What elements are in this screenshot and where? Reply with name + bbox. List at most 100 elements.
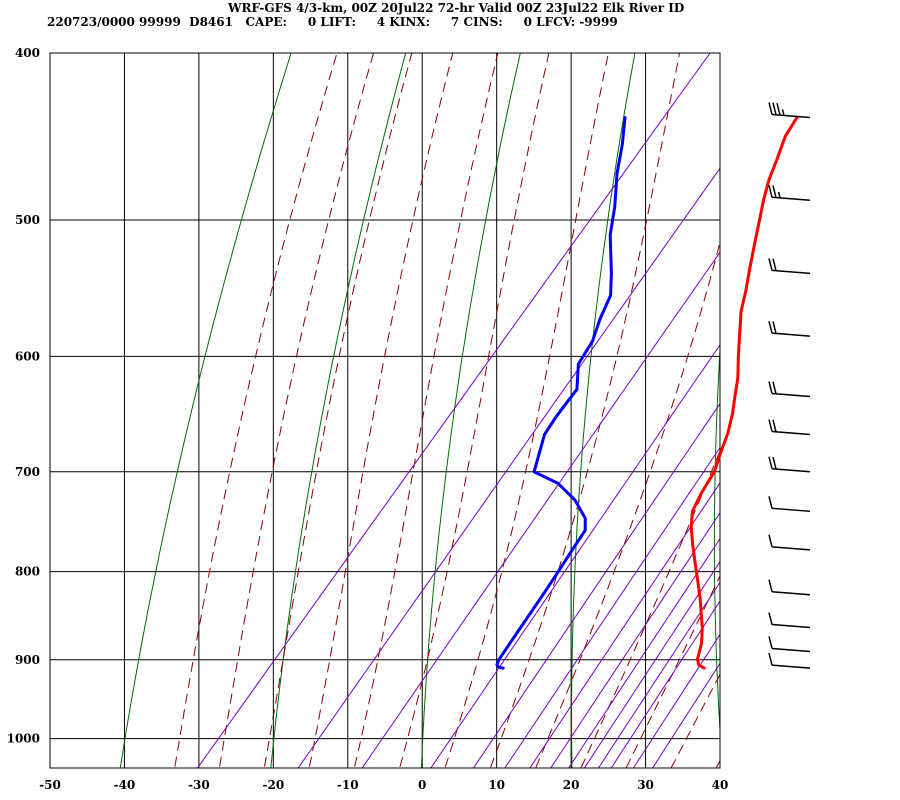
wind-barb-staff [771,468,811,473]
y-tick-label: 1000 [7,732,40,746]
wind-barb [768,456,811,473]
y-tick-label: 600 [15,349,40,363]
wind-barb-flag [768,456,773,469]
x-tick-label: -30 [188,778,210,792]
moist-adiabat-line [535,240,720,768]
sounding-title: WRF-GFS 4/3-km, 00Z 20Jul22 72-hr Valid … [228,1,685,15]
wind-barb-staff [771,507,811,513]
x-tick-label: 30 [637,778,654,792]
wind-barb [768,258,811,275]
x-tick-label: -50 [39,778,61,792]
wind-barb-flag [768,636,773,649]
mixing-ratio-line [632,633,720,768]
wind-barb-flag [776,102,781,116]
wind-barb-flag [768,258,773,271]
temperature-profile-line [689,116,799,670]
y-tick-label: 400 [15,46,40,60]
mixing-ratio-line [430,343,720,768]
dry-adiabat-line [119,53,292,768]
y-tick-label: 900 [15,653,40,667]
wind-barb-flag [768,185,773,198]
wind-barb [768,419,811,436]
wind-barb-half-flag [781,109,785,116]
y-tick-label: 500 [15,213,40,227]
wind-barb [768,496,811,513]
wind-barb-staff [771,269,811,275]
wind-barb-flag [768,381,773,394]
sounding-indices: 220723/0000 99999 D8461 CAPE: 0 LIFT: 4 … [47,15,618,29]
wind-barb-staff [771,430,811,436]
wind-barb [768,534,811,551]
mixing-ratio-line [583,560,720,768]
mixing-ratio-line [597,581,720,768]
wind-barb-flag [768,102,773,115]
wind-barb-flag [772,456,777,470]
wind-barb [768,579,811,596]
mixing-ratio-line [610,600,720,768]
mixing-ratio-line [529,482,720,768]
wind-barb-staff [771,392,811,398]
wind-barb-half-flag [777,191,781,199]
wind-barb-flag [772,185,777,198]
wind-barb-staff [771,664,811,669]
plot-frame [49,52,721,769]
mixing-ratio-line [297,167,720,768]
wind-barb [768,185,811,202]
moist-adiabat-line [444,53,609,768]
wind-barb-flag [772,419,777,432]
moist-adiabat-line [353,53,499,768]
x-tick-label: 0 [418,778,426,792]
dry-adiabat-line [571,53,636,768]
wind-barb [768,102,811,119]
moist-adiabat-line [308,53,454,768]
wind-barb-flag [772,258,777,271]
wind-barb-flag [768,612,773,625]
x-tick-label: 40 [712,778,729,792]
wind-barb [768,612,811,629]
wind-barb-flag [768,419,773,432]
dry-adiabat-line [270,53,407,768]
x-tick-label: -40 [114,778,136,792]
mixing-ratio-line [196,53,711,768]
mixing-ratio-line [568,537,720,768]
moist-adiabat-line [489,53,681,768]
moist-adiabat-line [174,53,338,768]
mixing-ratio-line [472,402,720,768]
x-tick-label: -10 [337,778,359,792]
moist-adiabat-line [670,673,720,768]
mixing-ratio-line [361,251,720,768]
y-tick-label: 800 [15,565,40,579]
wind-barb-staff [771,647,811,653]
mixing-ratio-line [651,662,720,768]
wind-barb [768,652,811,669]
moist-adiabat-line [399,53,550,768]
sounding-header: WRF-GFS 4/3-km, 00Z 20Jul22 72-hr Valid … [0,0,900,30]
dry-adiabat-line [713,341,720,738]
wind-barb-staff [771,546,811,551]
wind-barb-staff [771,332,811,337]
wind-barb [768,320,811,337]
x-tick-label: 20 [563,778,580,792]
moist-adiabat-line [263,53,413,768]
x-tick-label: -20 [262,778,284,792]
x-tick-label: 10 [488,778,505,792]
dry-adiabat-line [420,53,521,768]
wind-barb-flag [772,381,777,394]
wind-barb-staff [771,623,811,629]
mixing-ratio-line [504,446,720,768]
wind-barb-flag [768,579,773,592]
wind-barb-staff [771,590,811,596]
moist-adiabat-line [625,574,720,768]
wind-barb-flag [768,320,773,334]
wind-barb-flag [772,102,777,115]
wind-barb-flag [768,534,773,548]
wind-barb [768,636,811,653]
wind-barb-flag [772,321,777,334]
wind-barb [768,381,811,398]
plot-area [50,53,720,768]
wind-barb-flag [768,496,773,509]
y-tick-label: 700 [15,465,40,479]
wind-barb-staff [771,196,811,202]
wind-barb-flag [768,652,773,666]
